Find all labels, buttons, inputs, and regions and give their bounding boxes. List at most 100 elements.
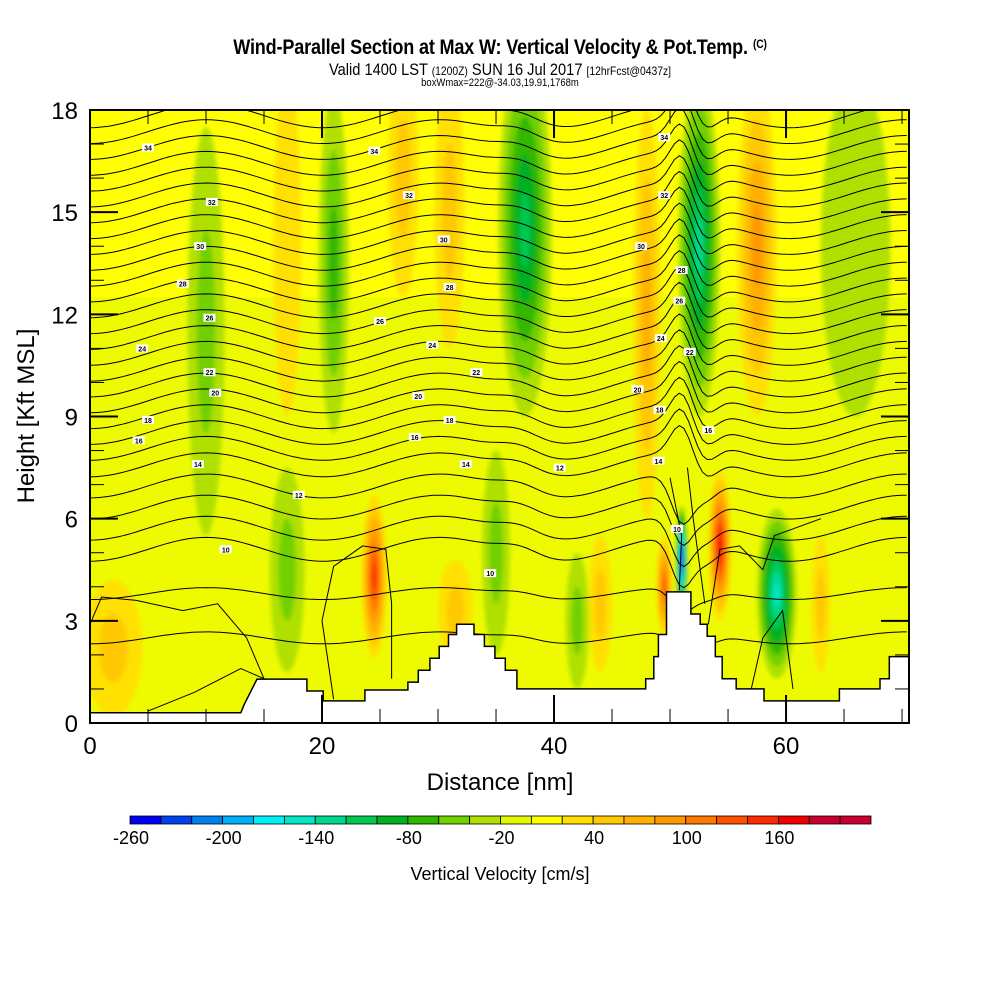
theta-contour-line [90, 186, 907, 240]
theta-label-bg [459, 460, 472, 469]
y-tick-label: 18 [51, 98, 78, 125]
theta-contour-labels: 34 34 34 32 32 32 30 30 30 28 28 28 26 26 26 24 24 24 22 22… [132, 133, 715, 578]
theta-contour-line [90, 281, 907, 335]
theta-contour-line [90, 313, 907, 366]
theta-contour-line [147, 667, 265, 712]
y-tick-label: 15 [51, 200, 78, 227]
theta-contour-line [90, 155, 907, 208]
theta-label-text: 20 [211, 391, 219, 398]
theta-label-text: 34 [370, 149, 378, 156]
theta-contour-line [90, 587, 907, 614]
theta-label: 14 [459, 460, 472, 469]
theta-label-text: 32 [660, 193, 668, 200]
theta-contour-line [90, 345, 907, 398]
theta-label-bg [132, 436, 145, 445]
theta-contour-line [90, 329, 907, 382]
colorbar-swatch [623, 815, 656, 825]
box-wmax-info: boxWmax=222@-34.03,19.91,1768m [421, 77, 579, 89]
theta-label-bg [653, 405, 666, 414]
theta-contour-line [90, 515, 907, 568]
theta-contour-line [750, 609, 794, 690]
colorbar: -260 -200 -140 -80 -20 40 100 160 [113, 815, 872, 848]
theta-label-bg [675, 266, 688, 275]
theta-label-text: 20 [634, 387, 642, 394]
velocity-plume [816, 569, 826, 638]
colorbar-swatch [129, 815, 162, 825]
theta-label: 20 [631, 385, 644, 394]
theta-label: 18 [142, 415, 155, 425]
velocity-plume [395, 118, 411, 238]
colorbar-swatch [654, 815, 687, 825]
theta-label: 26 [374, 317, 387, 326]
velocity-plume [718, 536, 722, 556]
theta-label-text: 32 [405, 193, 413, 200]
theta-label-text: 22 [686, 350, 694, 357]
velocity-field [90, 110, 909, 723]
theta-label-bg [426, 340, 439, 349]
terrain-profile [89, 591, 910, 724]
theta-label: 28 [176, 279, 189, 289]
chart-subtitle: Valid 1400 LST (1200Z) SUN 16 Jul 2017 [… [70, 60, 930, 80]
theta-label-bg [205, 197, 218, 206]
velocity-plume [328, 206, 339, 321]
velocity-plume [594, 569, 607, 638]
velocity-plume [681, 555, 683, 564]
colorbar-tick-label: -260 [113, 828, 149, 848]
theta-label-bg [142, 143, 155, 152]
theta-label-text: 18 [656, 408, 664, 415]
theta-label: 30 [437, 235, 450, 244]
theta-label-text: 18 [144, 418, 152, 425]
colorbar-swatch [561, 815, 594, 825]
velocity-plume [820, 110, 891, 417]
x-axis-label: Distance [nm] [427, 769, 574, 796]
terrain [89, 591, 910, 724]
theta-contour-line [90, 234, 907, 287]
y-tick-label: 3 [65, 609, 78, 636]
theta-label: 28 [443, 283, 456, 292]
theta-contour-line [321, 545, 393, 700]
theta-label-text: 16 [135, 438, 143, 445]
theta-contour-line [90, 110, 907, 160]
theta-label: 32 [658, 191, 671, 200]
theta-label-bg [292, 490, 305, 499]
theta-contour-line [90, 110, 907, 144]
theta-label: 30 [194, 242, 207, 251]
colorbar-swatch [438, 815, 471, 825]
colorbar-swatch [407, 815, 440, 825]
theta-label: 32 [403, 191, 416, 200]
theta-label-bg [443, 283, 456, 292]
theta-label: 18 [653, 405, 666, 415]
theta-label: 32 [205, 197, 218, 207]
colorbar-tick-label: 160 [764, 828, 794, 848]
colorbar-tick-label: -80 [396, 828, 422, 848]
theta-label: 26 [203, 313, 216, 323]
theta-label-bg [368, 146, 381, 155]
theta-label-bg [658, 191, 671, 200]
theta-label-bg [437, 235, 450, 244]
theta-label-text: 24 [428, 343, 436, 350]
theta-label: 22 [470, 368, 483, 377]
colorbar-swatch [685, 815, 718, 825]
y-tick-label: 6 [65, 507, 78, 534]
theta-contour-line [90, 360, 907, 414]
theta-label-text: 20 [414, 394, 422, 401]
y-tick-label: 12 [51, 302, 78, 329]
colorbar-tick-label: 40 [584, 828, 604, 848]
theta-label: 20 [209, 388, 222, 398]
theta-label-bg [203, 368, 216, 377]
theta-label-bg [652, 456, 665, 465]
theta-contour-line [90, 424, 907, 478]
colorbar-swatch [314, 815, 347, 825]
x-tick-label: 20 [309, 733, 336, 760]
y-axis-label: Height [Kft MSL] [13, 329, 40, 504]
theta-contour-line [90, 170, 907, 224]
colorbar-swatch [469, 815, 501, 825]
theta-label-bg [176, 279, 189, 288]
theta-label-text: 34 [660, 135, 668, 142]
velocity-plume [446, 585, 465, 637]
theta-label-bg [470, 368, 483, 377]
theta-label-bg [635, 242, 648, 251]
theta-label: 22 [683, 347, 696, 357]
velocity-plume [752, 203, 762, 289]
theta-label-text: 28 [678, 268, 686, 275]
